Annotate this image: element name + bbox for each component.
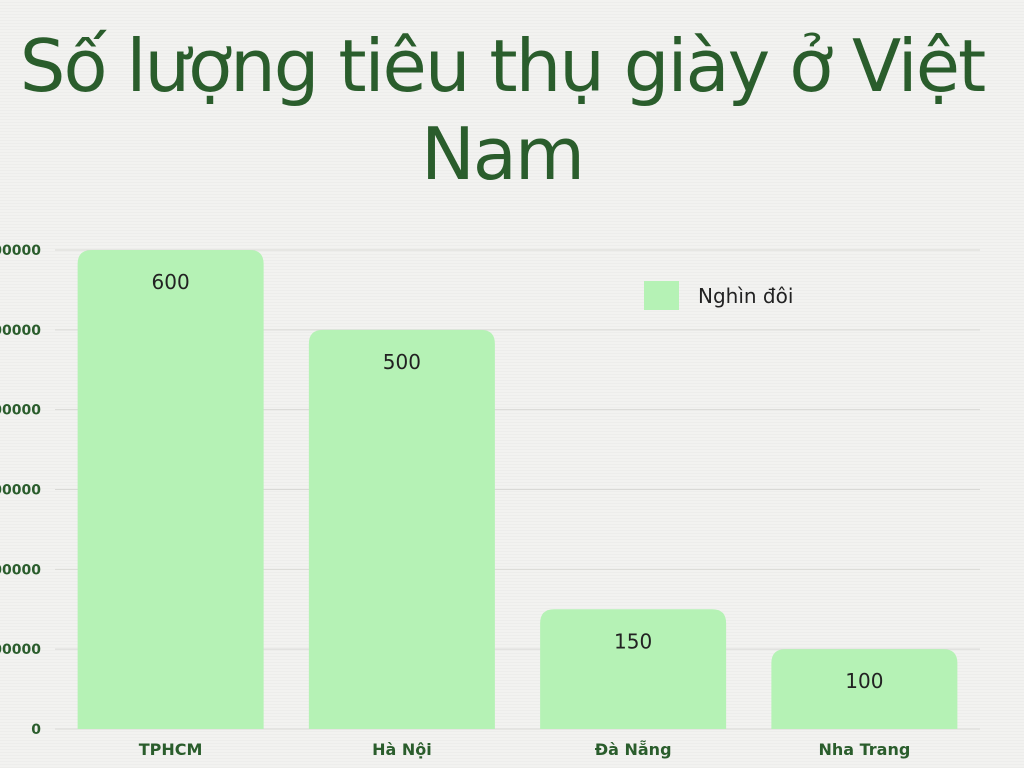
x-tick-label: Hà Nội <box>372 740 432 759</box>
bar-value-label: 150 <box>614 629 652 653</box>
legend-swatch <box>644 281 679 310</box>
bar <box>771 649 958 729</box>
y-tick-label: 0 <box>31 722 41 738</box>
bar-value-label: 600 <box>152 270 190 294</box>
data-labels: 600 500 150 100 <box>152 270 884 693</box>
bar <box>308 329 495 729</box>
x-tick-label: TPHCM <box>139 740 203 759</box>
x-tick-label: Nha Trang <box>818 740 910 759</box>
x-tick-label: Đà Nẵng <box>595 740 672 759</box>
bars <box>77 250 958 729</box>
legend-label: Nghìn đôi <box>698 284 793 308</box>
bar-value-label: 500 <box>383 350 421 374</box>
bar-value-label: 100 <box>845 669 883 693</box>
bar <box>540 609 727 729</box>
x-axis-ticks: TPHCM Hà Nội Đà Nẵng Nha Trang <box>139 740 911 759</box>
y-axis-ticks: 0000000000000000000000000000000 <box>0 243 41 738</box>
legend: Nghìn đôi <box>644 281 793 310</box>
chart-title: Số lượng tiêu thụ giày ở Việt Nam <box>19 24 986 196</box>
bar <box>77 250 264 729</box>
